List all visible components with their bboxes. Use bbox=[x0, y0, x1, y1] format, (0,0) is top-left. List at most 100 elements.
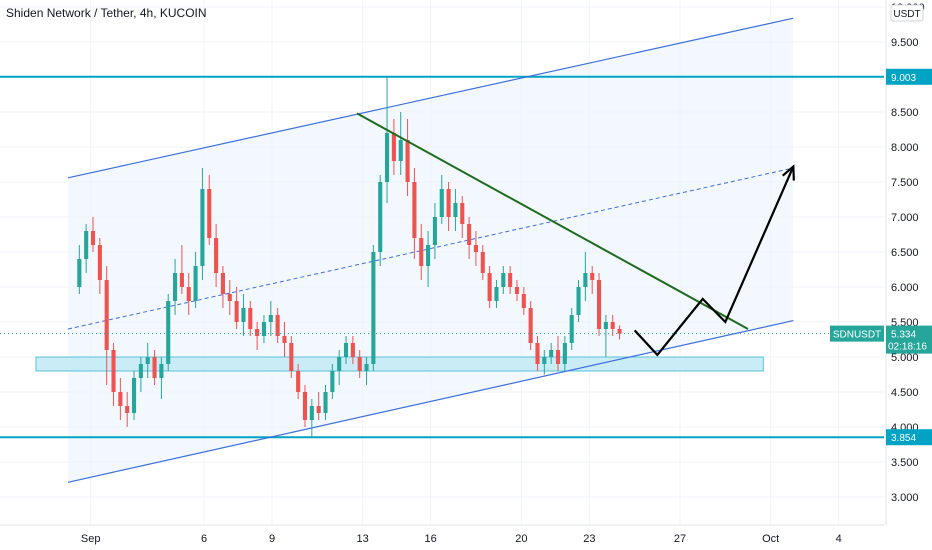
candle-body bbox=[439, 189, 444, 217]
candle-body bbox=[583, 273, 588, 287]
level-badge-text: 3.854 bbox=[891, 433, 916, 444]
candle-body bbox=[227, 294, 232, 301]
candle-body bbox=[296, 371, 301, 392]
y-tick-label: 7.500 bbox=[891, 177, 919, 189]
candle-body bbox=[405, 140, 410, 182]
candle-body bbox=[610, 322, 615, 329]
channel-upper-line[interactable] bbox=[67, 17, 794, 179]
candle-body bbox=[494, 287, 499, 301]
last-price-badge-bg bbox=[886, 325, 932, 354]
candle-body bbox=[145, 357, 150, 364]
y-tick-label: 9.500 bbox=[891, 37, 919, 49]
channel-mid-line[interactable] bbox=[67, 167, 794, 330]
candle-body bbox=[426, 245, 431, 266]
candle-body bbox=[241, 308, 246, 322]
candle-body bbox=[432, 217, 437, 245]
candle-body bbox=[255, 329, 260, 336]
currency-label: USDT bbox=[893, 9, 920, 20]
candle-body bbox=[118, 392, 123, 406]
y-tick-label: 7.000 bbox=[891, 212, 919, 224]
candle-body bbox=[261, 322, 267, 336]
y-tick-label: 5.000 bbox=[891, 352, 919, 364]
projection-path[interactable] bbox=[633, 166, 795, 357]
candle-body bbox=[398, 140, 403, 161]
candle-body bbox=[487, 273, 492, 301]
descending-trendline[interactable] bbox=[356, 112, 749, 330]
candle-body bbox=[371, 252, 376, 364]
y-tick-label: 3.000 bbox=[891, 492, 919, 504]
candle-body bbox=[138, 364, 143, 378]
candle-body bbox=[385, 133, 390, 182]
level-price-badge: 3.854 bbox=[886, 429, 932, 446]
candle-body bbox=[446, 189, 451, 217]
candle-body bbox=[104, 280, 109, 350]
candle-body bbox=[569, 315, 574, 343]
candle-body bbox=[576, 287, 581, 315]
candle-body bbox=[220, 273, 225, 294]
x-tick-label: 4 bbox=[836, 533, 842, 545]
candle-body bbox=[179, 273, 184, 287]
candle-body bbox=[343, 343, 349, 357]
x-tick-label: Oct bbox=[762, 533, 779, 545]
candle-body bbox=[302, 392, 308, 420]
y-tick-label: 6.000 bbox=[891, 282, 919, 294]
x-tick-label: 9 bbox=[269, 533, 275, 545]
projection-arrowhead bbox=[781, 164, 795, 181]
level-badge-bg bbox=[886, 429, 932, 446]
candle-body bbox=[152, 357, 157, 378]
candle-body bbox=[535, 343, 540, 364]
candle-body bbox=[90, 231, 96, 245]
y-tick-label: 6.500 bbox=[891, 247, 919, 259]
candle-body bbox=[603, 322, 608, 329]
candle-body bbox=[200, 189, 205, 266]
candle-body bbox=[214, 238, 219, 273]
candle-body bbox=[131, 378, 137, 413]
symbol-badge-bg bbox=[830, 325, 884, 342]
x-tick-label: 13 bbox=[357, 533, 369, 545]
candle-body bbox=[275, 315, 280, 336]
candle-body bbox=[501, 273, 506, 287]
candle-body bbox=[555, 350, 561, 364]
y-tick-label: 8.000 bbox=[891, 142, 919, 154]
y-tick-label: 4.500 bbox=[891, 387, 919, 399]
support-zone[interactable] bbox=[35, 356, 764, 372]
candle-body bbox=[125, 406, 130, 413]
level-badge-text: 9.003 bbox=[891, 73, 916, 84]
candle-body bbox=[309, 406, 314, 420]
candle-body bbox=[473, 245, 479, 252]
symbol-label: SDNUSDT bbox=[833, 330, 881, 341]
candle-body bbox=[453, 203, 458, 217]
candle-body bbox=[378, 182, 383, 252]
countdown-value: 02:18:16 bbox=[888, 342, 927, 353]
x-tick-label: Sep bbox=[81, 533, 101, 545]
candle-body bbox=[514, 287, 520, 294]
channel-lower-line[interactable] bbox=[67, 320, 794, 483]
candle-body bbox=[159, 364, 164, 378]
x-tick-label: 20 bbox=[515, 533, 527, 545]
candle-body bbox=[542, 357, 547, 364]
chart-title: Shiden Network / Tether, 4h, KUCOIN bbox=[6, 6, 207, 20]
candle-body bbox=[528, 308, 533, 343]
currency-badge[interactable]: USDT bbox=[890, 4, 924, 22]
candle-body bbox=[508, 273, 513, 287]
candle-body bbox=[549, 350, 554, 357]
candle-body bbox=[248, 308, 253, 329]
x-tick-label: 6 bbox=[201, 533, 207, 545]
level-badge-bg bbox=[886, 68, 932, 85]
candle-body bbox=[460, 203, 465, 224]
candle-body bbox=[268, 315, 273, 322]
y-tick-label: 8.500 bbox=[891, 107, 919, 119]
candle-body bbox=[97, 245, 102, 280]
candle-body bbox=[186, 287, 191, 301]
last-price-value: 5.334 bbox=[891, 330, 916, 341]
y-tick-label: 3.500 bbox=[891, 457, 919, 469]
candle-body bbox=[207, 189, 212, 238]
candle-body bbox=[337, 357, 342, 371]
candle-body bbox=[412, 182, 417, 238]
candle-body bbox=[596, 280, 602, 329]
candle-body bbox=[480, 252, 485, 273]
candle-body bbox=[357, 357, 362, 371]
candle-body bbox=[111, 350, 116, 392]
